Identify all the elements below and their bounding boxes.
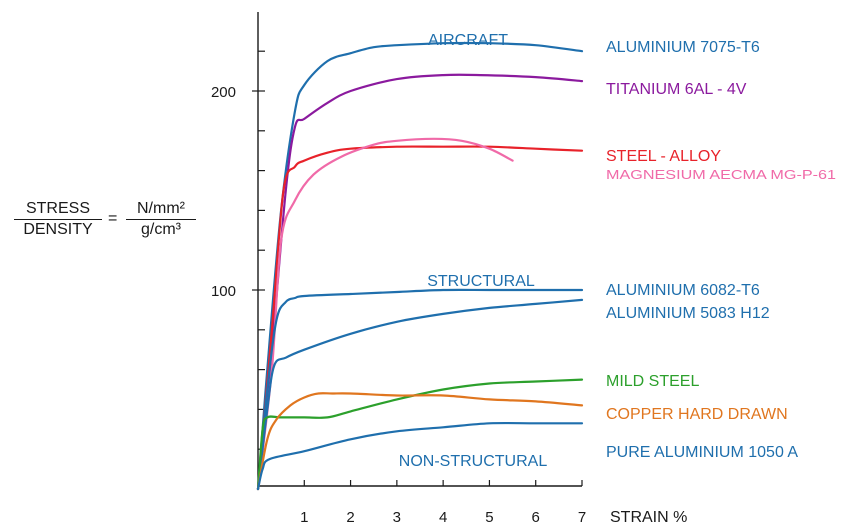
legend-label-aluminium-5083-h12: ALUMINIUM 5083 H12 (606, 305, 770, 322)
y-axis-label-units-denominator: g/cm³ (141, 221, 181, 238)
series-line-aluminium-5083-h12 (256, 298, 584, 491)
legend-label-mild-steel: MILD STEEL (606, 373, 699, 390)
x-axis-label: STRAIN % (610, 509, 687, 526)
group-label-structural: STRUCTURAL (427, 273, 535, 290)
series-line-copper-hard-drawn (256, 392, 584, 491)
legend-label-pure-aluminium-1050-a: PURE ALUMINIUM 1050 A (606, 444, 798, 461)
x-tick-label: 2 (346, 509, 354, 526)
y-axis-label-density: DENSITY (23, 221, 93, 238)
series-line-aluminium-6082-t6 (256, 288, 584, 491)
y-axis-label-equals: = (108, 210, 118, 227)
legend-label-aluminium-7075-t6: ALUMINIUM 7075-T6 (606, 39, 760, 56)
series-line-aluminium-7075-t6 (256, 41, 584, 491)
x-tick-label: 5 (485, 509, 493, 526)
y-axis-label-units-numerator: N/mm² (126, 200, 196, 220)
series-line-mild-steel (256, 378, 584, 491)
x-tick-label: 1 (300, 509, 308, 526)
y-axis-label-stress: STRESS (14, 200, 102, 220)
y-tick-label: 200 (211, 84, 236, 101)
y-axis-label-fraction-left: STRESS DENSITY (14, 200, 102, 239)
x-tick-label: 7 (578, 509, 586, 526)
series-line-steel-alloy (256, 145, 584, 491)
legend-label-aluminium-6082-t6: ALUMINIUM 6082-T6 (606, 282, 760, 299)
legend-label-magnesium-aecma-mg-p-61: MAGNESIUM AECMA MG-P-61 (606, 167, 836, 182)
legend-label-copper-hard-drawn: COPPER HARD DRAWN (606, 406, 788, 423)
group-label-aircraft: AIRCRAFT (428, 32, 508, 49)
x-tick-label: 6 (532, 509, 540, 526)
x-tick-label: 4 (439, 509, 447, 526)
series-line-pure-aluminium-1050-a (256, 421, 584, 491)
y-tick-label: 100 (211, 283, 236, 300)
group-label-non-structural: NON-STRUCTURAL (399, 453, 548, 470)
y-axis-label-fraction-right: N/mm² g/cm³ (126, 200, 196, 239)
legend-label-titanium-6al-4v: TITANIUM 6AL - 4V (606, 81, 747, 98)
legend-label-steel-alloy: STEEL - ALLOY (606, 148, 721, 165)
x-tick-label: 3 (393, 509, 401, 526)
series-line-magnesium-aecma-mg-p-61 (256, 137, 514, 491)
